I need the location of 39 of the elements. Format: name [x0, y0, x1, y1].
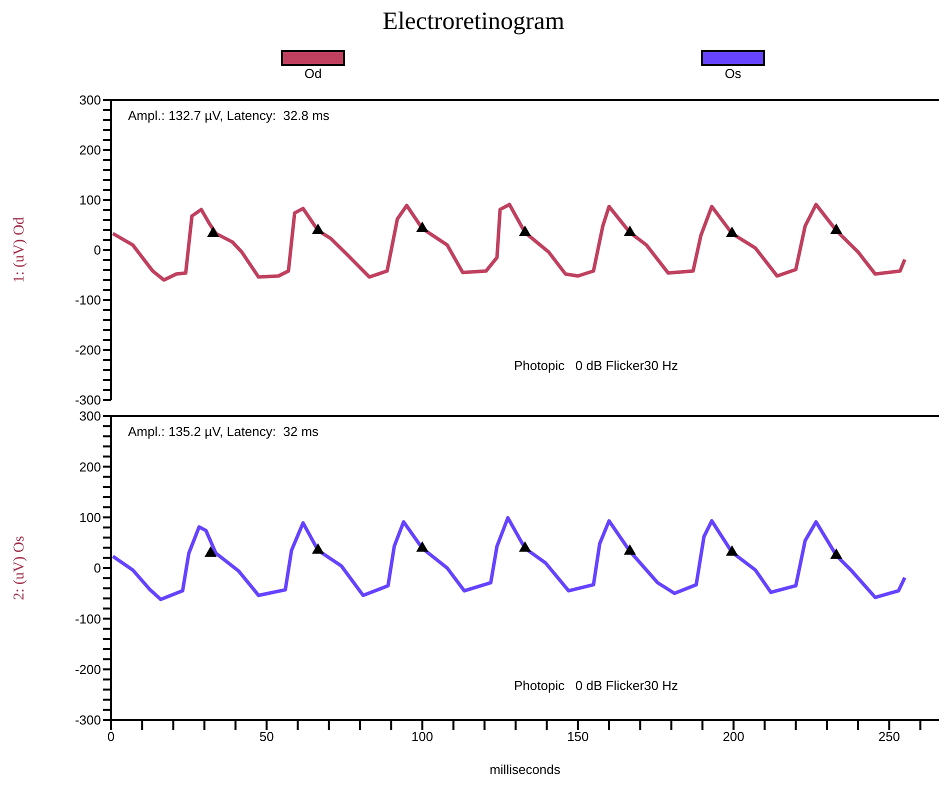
annotation: Ampl.: 135.2 µV, Latency: 32 ms: [128, 424, 319, 439]
point: [204, 546, 217, 557]
x-tick-label: 200: [722, 729, 744, 744]
y-tick-label: 100: [79, 510, 101, 525]
annotation: Photopic 0 dB Flicker30 Hz: [514, 678, 678, 693]
point: [726, 545, 738, 556]
legend-label: Os: [724, 66, 742, 81]
y-tick-label: -100: [74, 292, 101, 308]
point: [830, 548, 842, 559]
point: [624, 544, 636, 555]
line-series: [111, 202, 907, 282]
y-tick-label: 200: [79, 142, 101, 158]
y-tick-label: -100: [74, 611, 101, 626]
y-tick-label: 0: [94, 560, 101, 576]
point: [518, 541, 532, 552]
y-tick-label: -200: [74, 342, 101, 358]
x-tick-label: 100: [411, 729, 434, 744]
x-tick-label: 50: [259, 729, 274, 744]
y-tick-label: -300: [74, 712, 101, 728]
annotation: Ampl.: 132.7 µV, Latency: 32.8 ms: [128, 108, 330, 123]
y-tick-label: 200: [79, 459, 101, 474]
point: [312, 543, 324, 554]
y-tick-label: 300: [79, 92, 101, 108]
x-tick-label: 150: [567, 729, 589, 744]
x-axis-title: milliseconds: [490, 762, 561, 777]
legend-label: Od: [303, 66, 323, 81]
y-tick-label: -200: [74, 662, 101, 677]
y-tick-label: 0: [94, 242, 101, 258]
y-axis-title: 1: (uV) Od: [11, 216, 28, 283]
line-series: [111, 516, 907, 602]
x-tick-label: 250: [878, 729, 900, 744]
y-tick-label: 300: [79, 408, 101, 424]
point: [416, 541, 428, 552]
annotation: Photopic 0 dB Flicker30 Hz: [514, 358, 678, 373]
y-axis-title: 2: (uV) Os: [11, 536, 28, 600]
y-tick-label: -300: [74, 392, 101, 408]
chart-title: Electroretinogram: [382, 8, 564, 35]
y-tick-label: 100: [79, 192, 101, 208]
x-tick-label: 0: [107, 729, 115, 744]
